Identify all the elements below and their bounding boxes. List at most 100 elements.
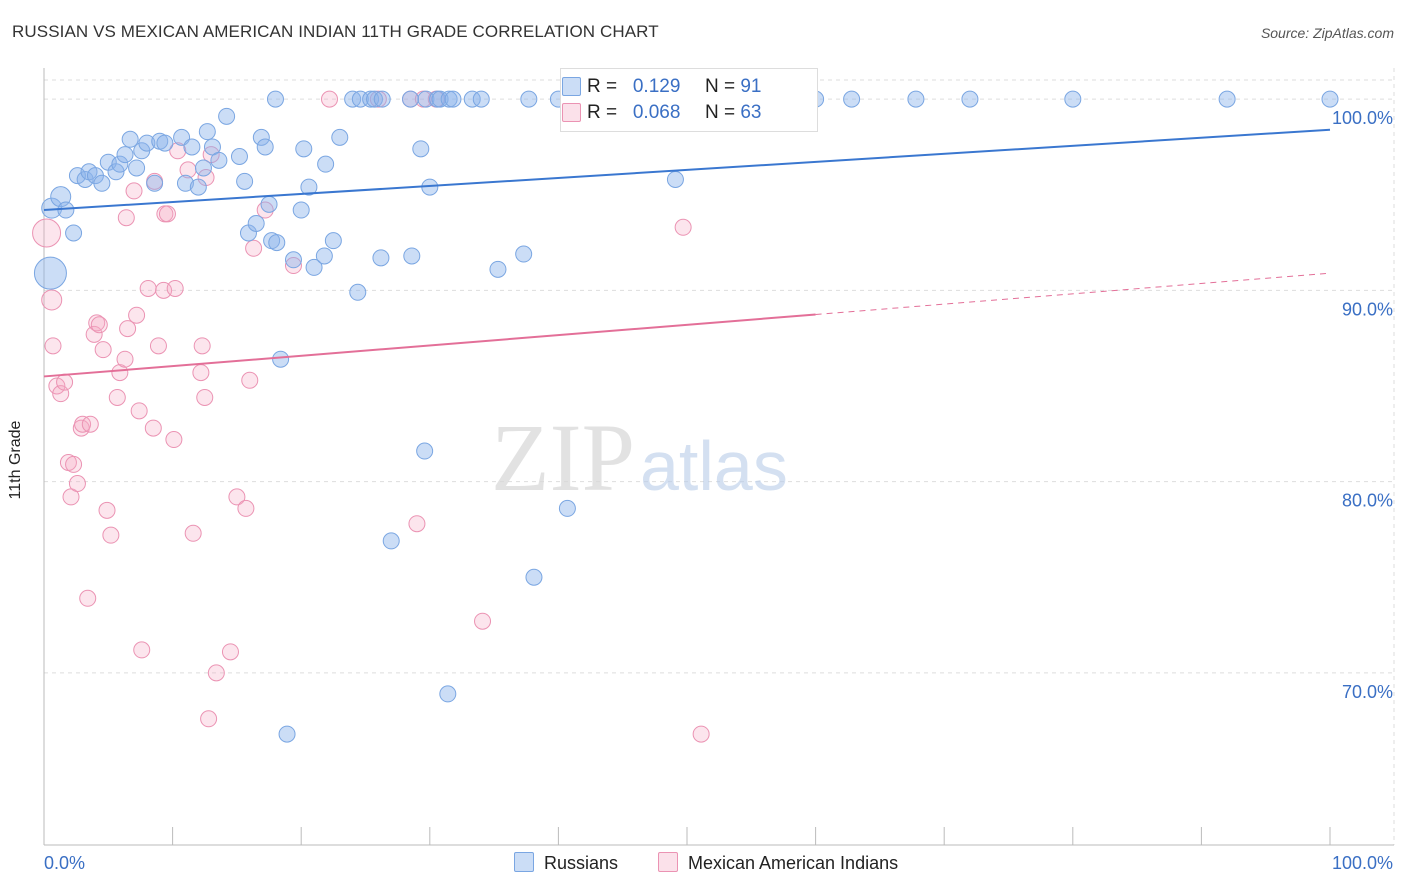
trend-line-mexican-american-indians-extrapolated [815, 272, 1331, 315]
mexican-point [52, 385, 70, 403]
russian-point [266, 90, 284, 108]
series-mexican-american-indians [32, 90, 710, 743]
mexican-point [674, 218, 692, 236]
russian-point [210, 151, 228, 169]
watermark: ZIP atlas [491, 404, 788, 511]
russian-point [300, 178, 318, 196]
trend-line-russians [43, 128, 1331, 212]
bottom-legend-label-mexican-american-indians: Mexican American Indians [688, 853, 899, 873]
mexican-point [130, 402, 148, 420]
mexican-point [158, 205, 176, 223]
russian-point [256, 138, 274, 156]
russian-point [416, 442, 434, 460]
russian-point [1064, 90, 1082, 108]
russian-point [444, 90, 462, 108]
mexican-point [149, 337, 167, 355]
russian-point [194, 159, 212, 177]
russian-point [218, 107, 236, 125]
russian-point [278, 725, 296, 743]
russian-point [489, 260, 507, 278]
mexican-point [284, 257, 302, 275]
russian-point [362, 90, 380, 108]
russian-point [146, 174, 164, 192]
russian-point [272, 350, 290, 368]
trend-lines [43, 128, 1331, 378]
watermark-atlas: atlas [640, 427, 788, 505]
y-tick-label: 80.0% [1342, 491, 1393, 511]
mexican-point [320, 90, 338, 108]
legend-n-value-russians: 91 [740, 76, 762, 97]
russian-point [520, 90, 538, 108]
mexican-point [68, 475, 86, 493]
watermark-zip: ZIP [491, 404, 635, 511]
mexican-point [165, 431, 183, 449]
russian-point [349, 283, 367, 301]
y-tick-label: 100.0% [1332, 108, 1393, 128]
russian-point [402, 90, 420, 108]
russian-point [236, 172, 254, 190]
russian-point [1321, 90, 1339, 108]
trend-line-mexican-american-indians [43, 313, 816, 378]
russian-point [463, 90, 481, 108]
russian-point [189, 178, 207, 196]
russian-point [65, 224, 83, 242]
russian-point [907, 90, 925, 108]
x-tick-label: 100.0% [1332, 853, 1393, 873]
mexican-point [692, 725, 710, 743]
russian-point [372, 249, 390, 267]
mexican-point [119, 320, 137, 338]
russian-point [260, 195, 278, 213]
mexican-point [44, 337, 62, 355]
legend-r-label: R = [587, 76, 618, 97]
mexican-point [144, 419, 162, 437]
russian-point [111, 155, 129, 173]
legend: R = 0.129 N = 91 R = 0.068 N = 63 [560, 68, 818, 132]
russian-point [128, 159, 146, 177]
russian-point [295, 140, 313, 158]
russian-point [373, 90, 391, 108]
russian-point [317, 155, 335, 173]
mexican-point [102, 526, 120, 544]
russian-point [121, 130, 139, 148]
mexican-point [125, 182, 143, 200]
russian-point [558, 499, 576, 517]
russian-point [439, 685, 457, 703]
russian-point [412, 140, 430, 158]
y-tick-label: 90.0% [1342, 299, 1393, 319]
mexican-point [169, 142, 187, 160]
tick-labels: 70.0% 80.0% 90.0% 100.0% 0.0% 100.0% [44, 108, 1393, 873]
russian-point [525, 568, 543, 586]
russian-point [331, 128, 349, 146]
russian-point [515, 245, 533, 263]
mexican-point [94, 341, 112, 359]
russian-point [284, 251, 302, 269]
russian-point [33, 256, 67, 290]
mexican-point [133, 641, 151, 659]
russian-point [351, 90, 369, 108]
russian-point [431, 90, 449, 108]
mexican-point [56, 373, 74, 391]
russian-point [138, 134, 156, 152]
russian-point [230, 148, 248, 165]
mexican-point [196, 388, 214, 406]
mexican-point [241, 371, 259, 389]
mexican-point [108, 388, 126, 406]
russian-point [252, 128, 270, 146]
russian-point [305, 258, 323, 276]
mexican-point [41, 289, 63, 311]
mexican-point [184, 524, 202, 542]
mexican-point [474, 612, 492, 630]
russian-point [472, 90, 490, 108]
mexican-point [98, 501, 116, 519]
russian-point [116, 146, 134, 164]
russian-point [315, 247, 333, 265]
russian-point [93, 174, 111, 192]
mexican-point [139, 279, 157, 297]
mexican-point [237, 499, 255, 517]
mexican-point [88, 314, 106, 332]
russian-point [183, 138, 201, 156]
mexican-point [116, 350, 134, 368]
legend-n-value-mexican-american-indians: 63 [740, 102, 762, 123]
mexican-point [48, 377, 66, 395]
russian-point [417, 90, 435, 108]
